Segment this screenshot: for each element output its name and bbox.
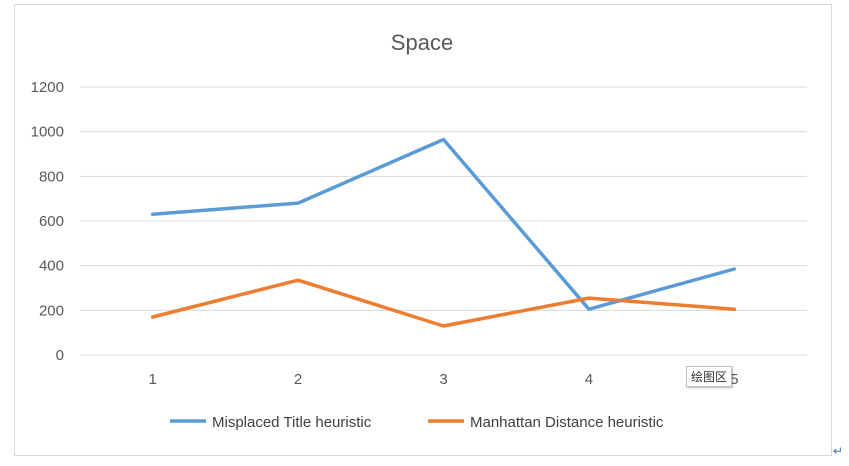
- series-line-2: [150, 278, 737, 328]
- legend-label: Misplaced Title heuristic: [212, 414, 372, 431]
- x-tick-label: 4: [585, 371, 593, 388]
- legend-label: Manhattan Distance heuristic: [470, 414, 664, 431]
- y-tick-label: 800: [39, 168, 64, 185]
- y-tick-label: 400: [39, 258, 64, 275]
- y-tick-label: 1000: [31, 124, 64, 141]
- x-tick-label: 2: [294, 371, 302, 388]
- y-tick-label: 0: [56, 347, 64, 364]
- series-line-1: [150, 137, 737, 311]
- paragraph-return-icon: ↵: [833, 444, 844, 458]
- y-tick-label: 600: [39, 213, 64, 230]
- x-tick-label: 5: [730, 371, 738, 388]
- chart-title: Space: [391, 30, 453, 55]
- x-tick-label: 3: [439, 371, 447, 388]
- y-tick-label: 1200: [31, 79, 64, 96]
- x-tick-label: 1: [149, 371, 157, 388]
- plot-area-tooltip: 绘图区: [686, 366, 733, 387]
- y-tick-label: 200: [39, 302, 64, 319]
